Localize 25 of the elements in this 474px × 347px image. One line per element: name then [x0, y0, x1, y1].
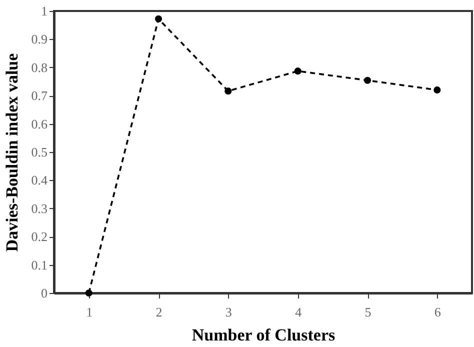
y-tick-label: 0.3 — [31, 200, 48, 216]
y-tick-label: 0 — [41, 286, 48, 300]
y-axis-title: Davies-Bouldin index value — [2, 52, 22, 252]
x-tick-label: 1 — [86, 304, 93, 320]
point — [85, 289, 92, 297]
x-tick-label: 6 — [434, 304, 442, 320]
x-tick-label: 5 — [364, 304, 372, 320]
y-tick-label: 0.6 — [31, 116, 48, 132]
point — [434, 86, 441, 94]
y-tick-label: 1 — [41, 4, 48, 18]
x-axis-title: Number of Clusters — [192, 326, 336, 344]
x-tick-label: 3 — [225, 304, 232, 320]
y-tick-label: 0.2 — [31, 229, 48, 244]
point — [224, 88, 232, 95]
y-tick-label: 0.1 — [31, 257, 48, 272]
y-tick-label: 0.9 — [31, 32, 48, 47]
y-tick-label: 0.4 — [31, 172, 48, 188]
point — [364, 76, 372, 84]
y-tick-label: 0.7 — [31, 88, 48, 104]
x-tick-label: 2 — [156, 304, 162, 320]
x-tick-label: 4 — [295, 304, 302, 320]
point — [294, 68, 302, 75]
y-tick-label: 0.5 — [31, 144, 48, 160]
point — [154, 15, 162, 22]
y-tick-label: 0.8 — [31, 60, 48, 75]
